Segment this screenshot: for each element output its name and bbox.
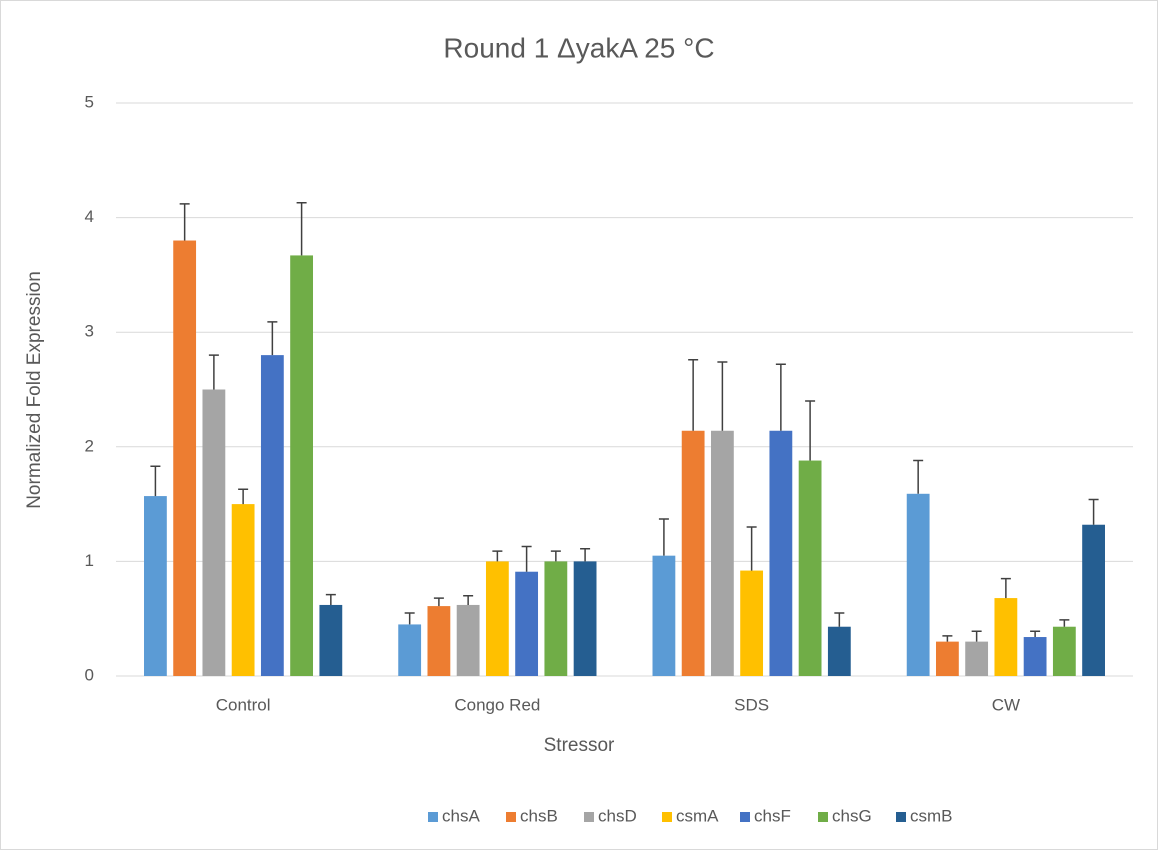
bar: [710, 430, 734, 676]
error-bar: [550, 550, 561, 562]
error-bar: [1000, 577, 1011, 599]
error-bar: [492, 550, 503, 562]
y-axis-title: Normalized Fold Expression: [24, 271, 45, 509]
y-tick-label: 4: [85, 207, 94, 226]
bar: [485, 561, 509, 676]
legend-label: chsA: [442, 806, 480, 825]
error-bar: [179, 203, 190, 241]
y-tick-label: 0: [85, 665, 94, 684]
bar: [427, 606, 451, 676]
error-bar: [688, 358, 699, 431]
legend-swatch: [662, 812, 672, 822]
error-bar: [521, 545, 532, 572]
bar: [935, 641, 959, 676]
bar: [319, 604, 343, 676]
chart-title: Round 1 ΔyakA 25 °C: [443, 32, 714, 63]
error-bar: [238, 488, 249, 505]
legend-swatch: [506, 812, 516, 822]
x-tick-label: Control: [216, 695, 271, 714]
legend-swatch: [740, 812, 750, 822]
y-tick-label: 1: [85, 551, 94, 570]
error-bar: [325, 593, 336, 605]
x-tick-label: CW: [992, 695, 1020, 714]
error-bar: [658, 518, 669, 556]
legend-label: chsG: [832, 806, 872, 825]
error-bar: [913, 459, 924, 494]
bar: [1082, 524, 1105, 676]
error-bar: [208, 354, 219, 390]
x-axis-title: Stressor: [544, 735, 615, 756]
bar: [769, 430, 793, 676]
legend-label: chsD: [598, 806, 637, 825]
bar: [231, 504, 255, 676]
error-bar: [834, 612, 845, 627]
bar: [652, 555, 676, 676]
bar: [456, 604, 480, 676]
error-bar: [1088, 498, 1099, 525]
bar: [994, 598, 1018, 676]
error-bar: [746, 526, 757, 571]
error-bar: [775, 363, 786, 431]
bar: [544, 561, 568, 676]
legend-swatch: [818, 812, 828, 822]
y-tick-label: 5: [85, 92, 94, 111]
y-tick-label: 3: [85, 322, 94, 341]
x-tick-label: SDS: [734, 695, 769, 714]
error-bar: [942, 635, 953, 642]
error-bar: [404, 612, 415, 625]
error-bar: [717, 361, 728, 431]
error-bar: [267, 321, 278, 356]
error-bar: [1059, 619, 1070, 627]
bar: [144, 496, 167, 676]
bar: [740, 570, 764, 676]
legend-label: csmA: [676, 806, 719, 825]
bar: [515, 571, 539, 676]
bar: [573, 561, 597, 676]
error-bar: [296, 201, 307, 256]
bar: [260, 355, 284, 676]
bar: [798, 460, 822, 676]
error-bar: [805, 400, 816, 461]
bar: [398, 624, 422, 676]
error-bar: [150, 465, 161, 497]
bar: [906, 493, 930, 676]
error-bar: [580, 548, 591, 562]
bar: [1052, 626, 1076, 676]
bar: [827, 626, 851, 676]
legend-swatch: [584, 812, 594, 822]
x-tick-label: Congo Red: [454, 695, 540, 714]
legend-label: chsF: [754, 806, 791, 825]
bar: [1023, 637, 1047, 676]
legend-label: csmB: [910, 806, 953, 825]
y-tick-label: 2: [85, 436, 94, 455]
legend-swatch: [896, 812, 906, 822]
legend-label: chsB: [520, 806, 558, 825]
legend-swatch: [428, 812, 438, 822]
bar: [202, 389, 226, 676]
bar: [965, 641, 989, 676]
bar: [290, 255, 314, 676]
error-bar: [463, 595, 474, 605]
error-bar: [1030, 630, 1041, 638]
error-bar: [971, 630, 982, 642]
bar: [173, 240, 197, 676]
error-bar: [433, 597, 444, 607]
bar: [681, 430, 705, 676]
